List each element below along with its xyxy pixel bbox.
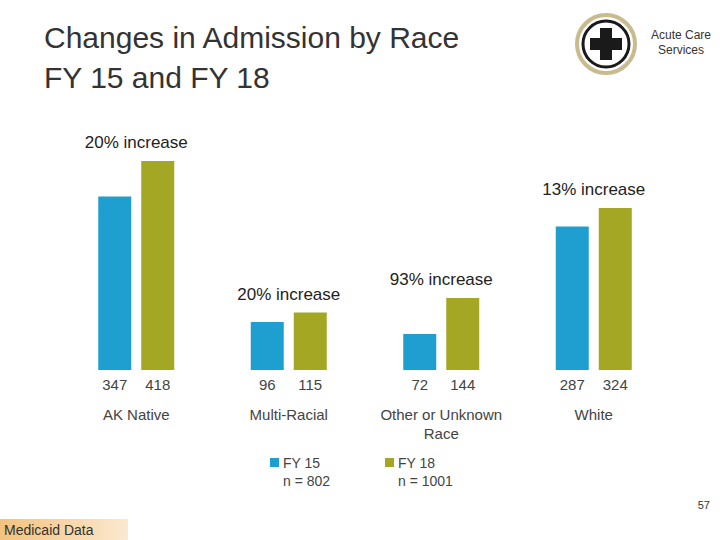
bar bbox=[599, 208, 632, 370]
data-label: 347 bbox=[102, 376, 127, 393]
logo-inner bbox=[583, 21, 629, 67]
category-label: Other or Unknown Race bbox=[371, 405, 511, 443]
annotation: 20% increase bbox=[219, 285, 359, 305]
category-label: AK Native bbox=[66, 405, 206, 424]
legend-sample: n = 802 bbox=[283, 472, 330, 490]
legend-label: FY 15 bbox=[283, 454, 320, 472]
legend-label: FY 18 bbox=[398, 454, 435, 472]
bar bbox=[251, 322, 284, 370]
legend-swatch bbox=[270, 458, 279, 467]
legend-sample: n = 1001 bbox=[398, 472, 453, 490]
title: Changes in Admission by Race bbox=[44, 20, 459, 56]
annotation: 13% increase bbox=[524, 180, 664, 200]
category-label: White bbox=[524, 405, 664, 424]
data-label: 96 bbox=[259, 376, 276, 393]
subtitle: FY 15 and FY 18 bbox=[44, 60, 270, 96]
data-label: 418 bbox=[145, 376, 170, 393]
bar bbox=[98, 197, 131, 371]
category-label: Multi-Racial bbox=[219, 405, 359, 424]
page-number: 57 bbox=[680, 498, 710, 512]
bar bbox=[141, 161, 174, 370]
bar bbox=[294, 313, 327, 371]
bar bbox=[556, 227, 589, 371]
footer-band bbox=[0, 519, 128, 540]
legend-swatch bbox=[385, 458, 394, 467]
annotation: 93% increase bbox=[371, 270, 511, 290]
logo-ring bbox=[577, 15, 635, 73]
source: Medicaid Data bbox=[4, 521, 94, 539]
logo-text: Acute Care Services bbox=[646, 28, 716, 58]
bar bbox=[446, 298, 479, 370]
data-label: 287 bbox=[560, 376, 585, 393]
data-label: 72 bbox=[411, 376, 428, 393]
data-label: 115 bbox=[298, 376, 322, 393]
data-label: 324 bbox=[603, 376, 628, 393]
logo-cross bbox=[590, 28, 622, 60]
annotation: 20% increase bbox=[66, 133, 206, 153]
data-label: 144 bbox=[450, 376, 475, 393]
slide: 347 418 96 115 72 144 287 324 Changes in Admissi… bbox=[0, 0, 720, 540]
bar bbox=[403, 334, 436, 370]
